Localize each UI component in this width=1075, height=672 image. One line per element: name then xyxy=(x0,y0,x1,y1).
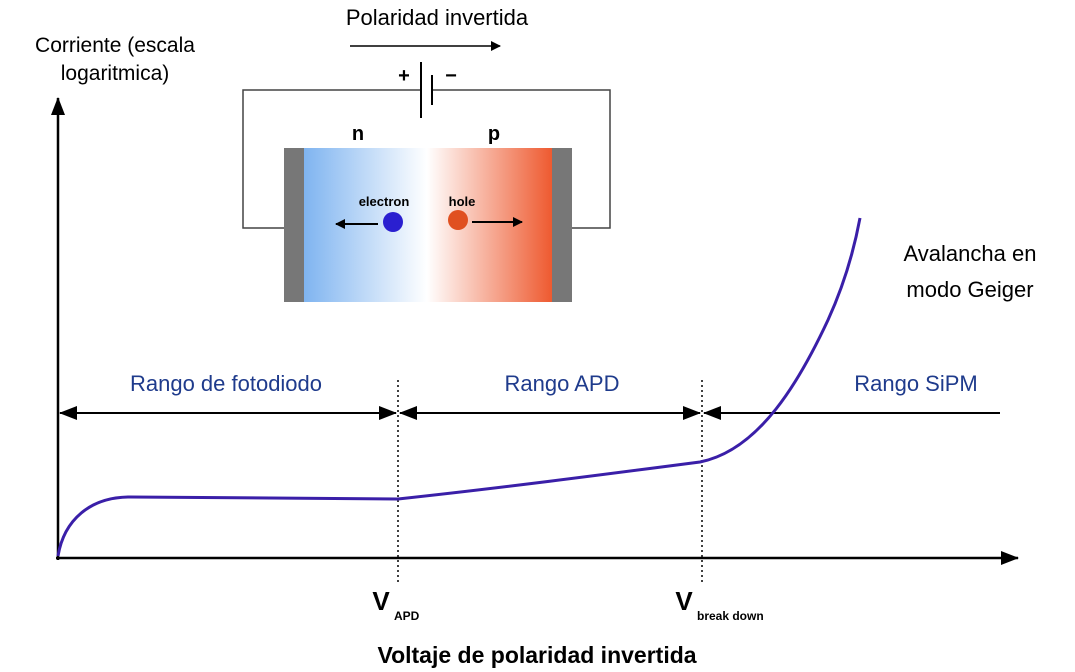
marker-symbol: V xyxy=(372,586,390,616)
wire-left xyxy=(242,89,420,229)
hole-label: hole xyxy=(449,194,476,209)
range-label: Rango APD xyxy=(505,371,620,396)
marker-subscript: break down xyxy=(697,609,764,623)
y-axis-label: logaritmica) xyxy=(61,62,170,85)
range-label: Rango SiPM xyxy=(854,371,978,396)
contact xyxy=(284,148,304,302)
marker-subscript: APD xyxy=(394,609,420,623)
battery-plus: + xyxy=(398,65,410,87)
battery-minus: − xyxy=(445,65,457,87)
y-axis-label: Corriente (escala xyxy=(35,34,195,57)
n-label: n xyxy=(352,123,364,145)
iv-curve xyxy=(56,217,862,557)
electron-label: electron xyxy=(359,194,410,209)
electron xyxy=(383,212,403,232)
wire-right xyxy=(433,89,611,229)
range-label: Rango de fotodiodo xyxy=(130,371,322,396)
annotation: Avalancha en xyxy=(904,241,1037,266)
contact xyxy=(552,148,572,302)
annotation: modo Geiger xyxy=(906,277,1033,302)
p-label: p xyxy=(488,123,500,145)
p-region xyxy=(427,148,552,302)
hole xyxy=(448,210,468,230)
title: Polaridad invertida xyxy=(346,5,529,30)
x-axis-label: Voltaje de polaridad invertida xyxy=(377,642,696,668)
marker-symbol: V xyxy=(675,586,693,616)
